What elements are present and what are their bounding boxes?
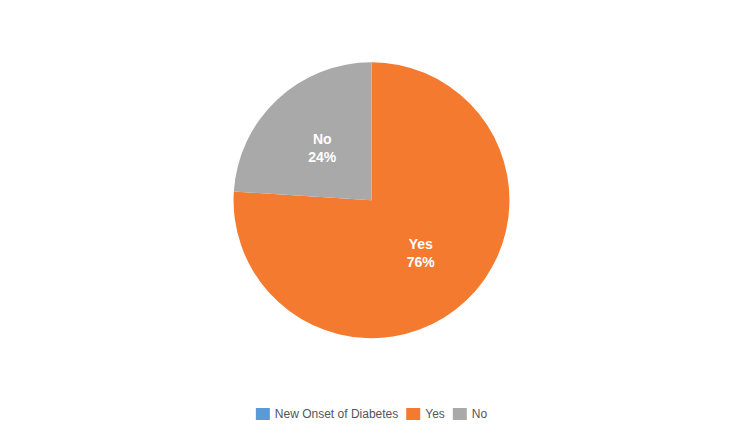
svg-text:Yes: Yes <box>409 236 433 252</box>
svg-text:No: No <box>472 407 488 421</box>
svg-text:24%: 24% <box>308 149 337 165</box>
svg-text:Yes: Yes <box>425 407 445 421</box>
svg-text:76%: 76% <box>407 254 436 270</box>
svg-text:New Onset of Diabetes: New Onset of Diabetes <box>275 407 398 421</box>
svg-text:No: No <box>313 131 332 147</box>
